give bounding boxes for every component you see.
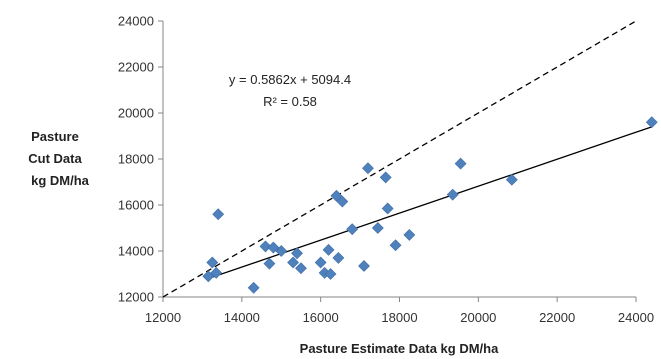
data-point-marker xyxy=(247,281,260,294)
data-point-marker xyxy=(275,245,288,257)
y-axis-ticks: 12000 14000 16000 18000 20000 22000 24000 xyxy=(118,14,163,305)
y-axis-title-line-3: kg DM/ha xyxy=(31,173,90,188)
data-point-marker xyxy=(287,256,299,269)
x-axis-title: Pasture Estimate Data kg DM/ha xyxy=(300,341,499,356)
x-tick-label: 24000 xyxy=(618,310,654,325)
data-point-marker xyxy=(381,202,394,215)
y-tick-label: 12000 xyxy=(118,290,154,305)
data-point-marker xyxy=(324,268,337,280)
data-point-marker xyxy=(210,266,223,279)
x-tick-label: 20000 xyxy=(460,310,496,325)
data-point-marker xyxy=(322,243,335,256)
x-tick-label: 22000 xyxy=(539,310,575,325)
y-axis-title-line-1: Pasture xyxy=(31,129,79,144)
data-point-marker xyxy=(403,228,416,241)
data-point-marker xyxy=(330,189,343,202)
data-point-marker xyxy=(389,239,402,252)
r-squared-label: R² = 0.58 xyxy=(263,94,317,109)
trendline-equation: y = 0.5862x + 5094.4 xyxy=(229,72,351,87)
data-point-marker xyxy=(446,188,459,201)
data-point-marker xyxy=(379,171,392,184)
y-tick-label: 20000 xyxy=(118,106,154,121)
data-point-marker xyxy=(212,208,225,221)
y-tick-label: 16000 xyxy=(118,198,154,213)
data-point-marker xyxy=(263,257,276,270)
y-tick-label: 24000 xyxy=(118,14,154,29)
y-tick-label: 14000 xyxy=(118,244,154,259)
y-axis-title-line-2: Cut Data xyxy=(28,151,82,166)
x-tick-label: 12000 xyxy=(145,310,181,325)
x-tick-label: 14000 xyxy=(224,310,260,325)
data-point-marker xyxy=(314,256,327,269)
data-point-marker xyxy=(291,247,303,260)
data-points xyxy=(202,116,658,294)
reference-line-dashed xyxy=(162,20,637,298)
trendline xyxy=(208,126,652,280)
x-tick-label: 18000 xyxy=(381,310,417,325)
data-point-marker xyxy=(346,223,359,236)
data-point-marker xyxy=(362,162,374,175)
data-point-marker xyxy=(358,260,370,272)
data-point-marker xyxy=(371,222,384,234)
y-tick-label: 18000 xyxy=(118,152,154,167)
data-point-marker xyxy=(206,256,219,269)
data-point-marker xyxy=(336,195,349,208)
data-point-marker xyxy=(505,173,518,186)
y-tick-label: 22000 xyxy=(118,60,154,75)
data-point-marker xyxy=(645,116,658,129)
data-point-marker xyxy=(332,251,345,264)
x-axis-ticks: 12000 14000 16000 18000 20000 22000 24000 xyxy=(145,297,654,325)
data-point-marker xyxy=(295,262,307,275)
data-point-marker xyxy=(454,157,467,170)
x-tick-label: 16000 xyxy=(303,310,339,325)
chart-lines xyxy=(162,20,652,298)
data-point-marker xyxy=(259,240,272,253)
